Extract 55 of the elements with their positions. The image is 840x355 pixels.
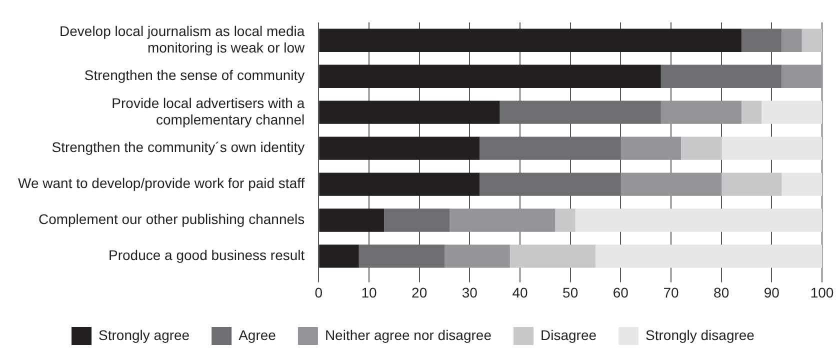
x-tick-label: 20 <box>412 284 428 300</box>
bar <box>480 136 621 160</box>
y-tick-label: We want to develop/provide work for paid staff <box>18 175 305 192</box>
y-tick-label: Produce a good business result <box>108 247 305 264</box>
y-tick-label: Develop local journalism as local media monitoring is weak or low <box>60 22 306 56</box>
bar <box>782 64 822 88</box>
y-tick-label: Complement our other publishing channels <box>38 211 305 228</box>
bar <box>620 172 722 196</box>
bar <box>660 64 782 88</box>
bar <box>595 244 822 268</box>
bar <box>480 172 621 196</box>
bar <box>721 136 822 160</box>
x-tick-label: 30 <box>462 284 478 300</box>
bar <box>319 172 480 196</box>
bar <box>319 100 500 124</box>
bar <box>319 64 661 88</box>
bar <box>721 172 782 196</box>
bar <box>319 244 359 268</box>
bar <box>358 244 444 268</box>
bar <box>620 136 682 160</box>
bar <box>319 136 480 160</box>
legend-label: Agree <box>238 326 276 343</box>
x-tick-label: 10 <box>361 284 377 300</box>
bar <box>450 208 556 232</box>
bar <box>741 100 762 124</box>
x-tick-label: 0 <box>314 284 323 300</box>
bar <box>319 208 384 232</box>
bar <box>782 28 802 52</box>
legend-label: Neither agree nor disagree <box>324 326 492 343</box>
y-tick-label: Strengthen the sense of community <box>84 67 305 84</box>
bar <box>762 100 822 124</box>
legend-label: Strongly agree <box>98 326 190 343</box>
legend-label: Disagree <box>540 326 597 343</box>
y-tick-label: Strengthen the community´s own identity <box>52 139 305 156</box>
bar <box>510 244 596 268</box>
x-tick-label: 50 <box>562 284 578 300</box>
bar <box>555 208 576 232</box>
bar <box>319 28 742 52</box>
x-tick-label: 40 <box>512 284 528 300</box>
x-tick-label: 70 <box>663 284 679 300</box>
bar <box>660 100 742 124</box>
y-tick-label: Provide local advertisers with a complementary channel <box>112 94 305 128</box>
legend-label: Strongly disagree <box>646 326 755 343</box>
x-tick-label: 90 <box>764 284 780 300</box>
x-tick-label: 100 <box>810 284 834 300</box>
bar <box>500 100 661 124</box>
bar <box>681 136 722 160</box>
bar <box>782 172 822 196</box>
bar <box>575 208 822 232</box>
x-tick-label: 80 <box>714 284 730 300</box>
bar <box>741 28 782 52</box>
x-tick-label: 60 <box>612 284 629 300</box>
bar <box>384 208 450 232</box>
bar <box>444 244 510 268</box>
bar <box>802 28 822 52</box>
